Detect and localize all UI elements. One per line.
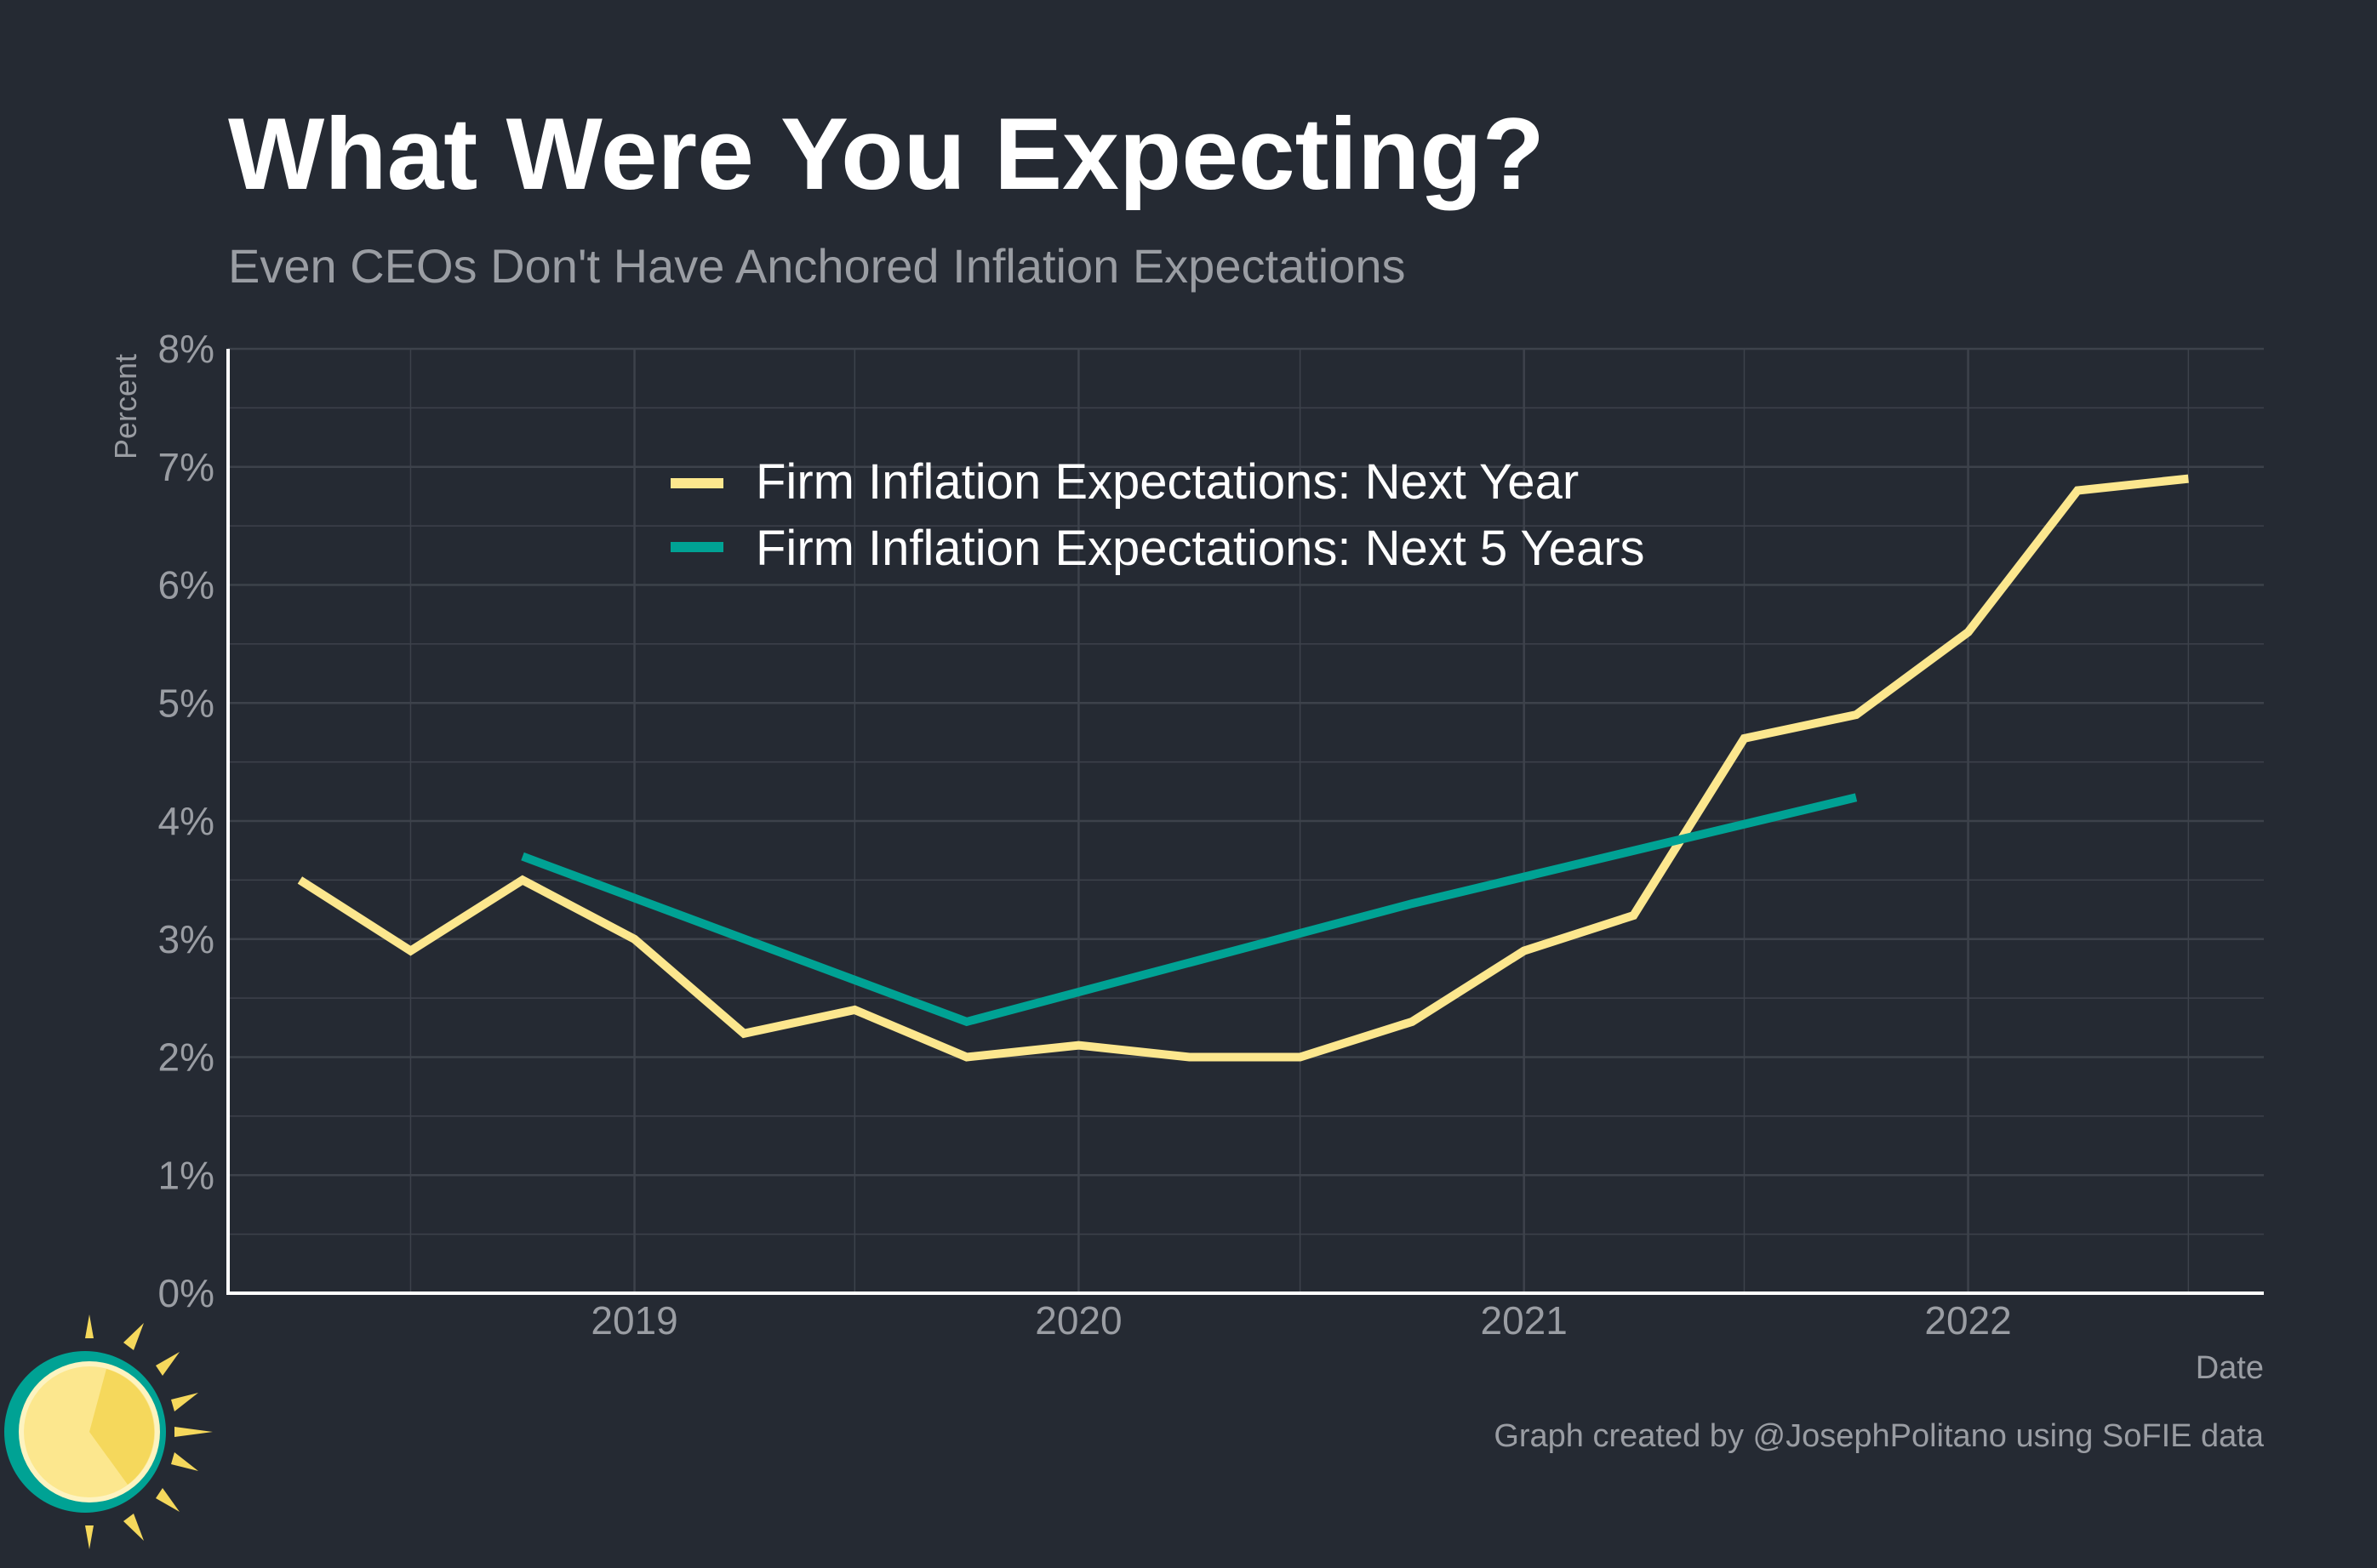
x-axis-title: Date xyxy=(2196,1350,2264,1386)
y-tick-label: 1% xyxy=(158,1153,214,1197)
x-tick-label: 2022 xyxy=(1924,1298,2011,1343)
y-tick-label: 6% xyxy=(158,563,214,607)
y-axis-tick-labels: 0% 1% 2% 3% 4% 5% 6% 7% 8% xyxy=(158,327,214,1315)
sun-shade xyxy=(89,1369,155,1485)
y-tick-label: 0% xyxy=(158,1271,214,1315)
legend: Firm Inflation Expectations: Next Year F… xyxy=(671,454,1645,576)
x-tick-label: 2020 xyxy=(1035,1298,1122,1343)
x-tick-label: 2021 xyxy=(1481,1298,1568,1343)
series-lines xyxy=(297,474,2189,1062)
sun-rays xyxy=(85,1314,213,1549)
y-tick-label: 7% xyxy=(158,445,214,489)
legend-label-next-year: Firm Inflation Expectations: Next Year xyxy=(756,454,1579,510)
caption: Graph created by @JosephPolitano using S… xyxy=(1494,1418,2265,1454)
sun-logo xyxy=(4,1314,213,1549)
legend-label-next-5-years: Firm Inflation Expectations: Next 5 Year… xyxy=(756,521,1645,576)
chart-subtitle: Even CEOs Don't Have Anchored Inflation … xyxy=(228,239,1405,293)
chart-title: What Were You Expecting? xyxy=(228,97,1545,211)
x-axis-tick-labels: 2019 2020 2021 2022 xyxy=(591,1298,2011,1343)
y-tick-label: 4% xyxy=(158,799,214,843)
series-line-next-5-years xyxy=(521,793,1858,1027)
x-tick-label: 2019 xyxy=(591,1298,677,1343)
y-tick-label: 5% xyxy=(158,681,214,725)
series-line-next-year xyxy=(297,474,2189,1062)
y-axis-title: Percent xyxy=(108,354,143,459)
y-tick-label: 2% xyxy=(158,1035,214,1080)
y-tick-label: 3% xyxy=(158,917,214,961)
y-tick-label: 8% xyxy=(158,327,214,371)
